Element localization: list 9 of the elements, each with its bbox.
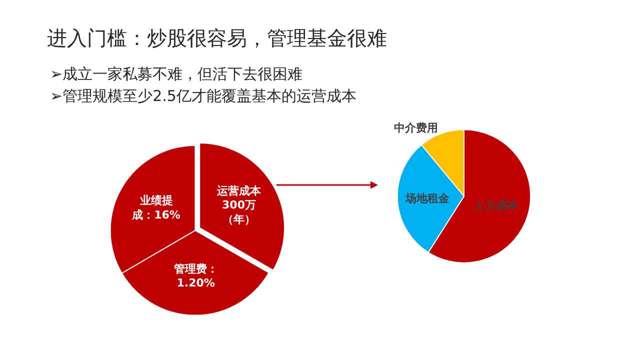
chart-title: 进入门槛：炒股很容易，管理基金很难	[47, 26, 387, 50]
slice-label: 场地租金	[404, 192, 450, 206]
text: ➢管理规模至少2.5亿才能覆盖基本的运营成本	[50, 87, 356, 105]
slice-label: 人力成本	[472, 198, 519, 212]
slice-label: 运营成本300万（年）	[216, 184, 262, 226]
text: ➢成立一家私募不难，但活下去很困难	[50, 65, 303, 83]
slice-label: 管理费：1.20%	[172, 262, 218, 290]
slice-label: 中介费用	[394, 121, 438, 134]
slice-label: 业绩提成：16%	[131, 194, 180, 222]
